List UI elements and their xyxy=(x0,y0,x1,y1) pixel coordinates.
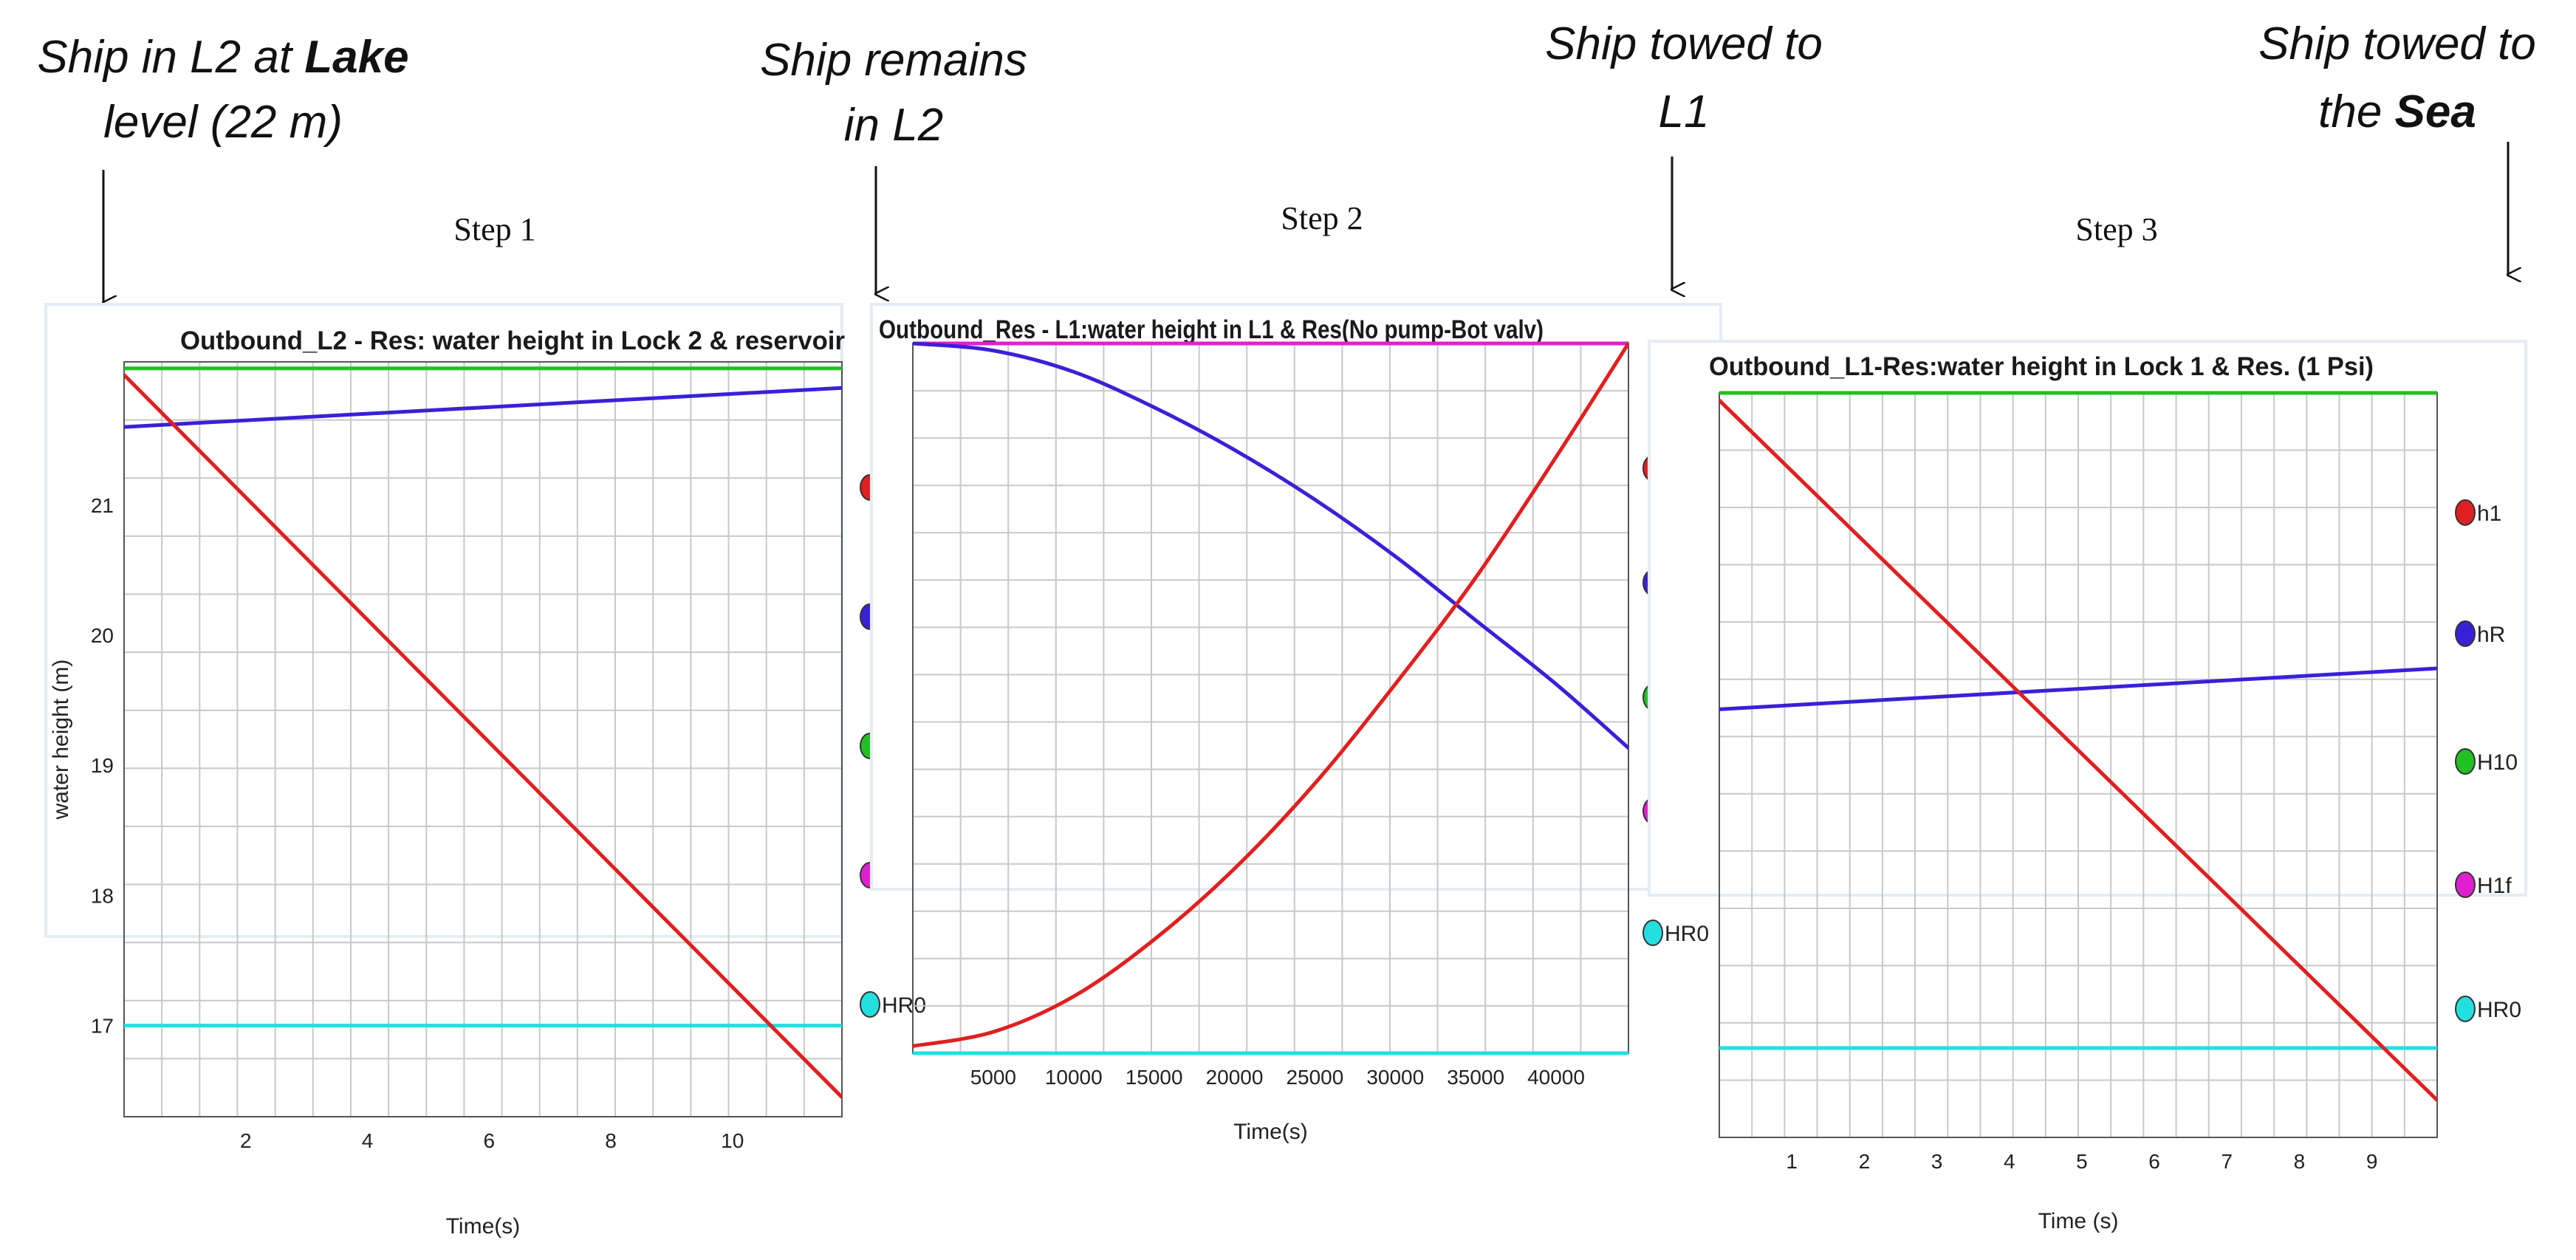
step-1-label: Step 1 xyxy=(453,211,535,247)
x-tick-label: 10 xyxy=(721,1129,744,1152)
x-tick-label: 6 xyxy=(483,1129,495,1152)
x-tick-label: 4 xyxy=(2004,1150,2015,1173)
grid-lines xyxy=(124,362,842,1117)
chart-title: Outbound_Res - L1:water height in L1 & R… xyxy=(879,315,1544,344)
x-tick-label: 8 xyxy=(2294,1150,2306,1173)
annotation-3: Ship towed to L1 xyxy=(1545,18,1823,290)
series-line-hR xyxy=(913,341,1628,750)
x-tick-label: 40000 xyxy=(1527,1066,1585,1089)
chart-step-1: Outbound_L2 - Res: water height in Lock … xyxy=(44,303,926,1239)
y-tick-label: 18 xyxy=(91,884,114,907)
y-tick-label: 21 xyxy=(91,494,114,517)
chart-title: Outbound_L1-Res:water height in Lock 1 &… xyxy=(1709,352,2374,381)
plot-frame xyxy=(123,361,843,1117)
legend-marker-HR0 xyxy=(2455,996,2476,1022)
annotation-2: Ship remains in L2 xyxy=(760,35,1027,294)
x-tick-label: 4 xyxy=(362,1129,374,1152)
series-lines xyxy=(1719,391,2437,1103)
x-tick-label: 3 xyxy=(1931,1150,1943,1173)
annotation-2-line2: in L2 xyxy=(844,100,943,151)
series-line-h1 xyxy=(1719,398,2437,1103)
legend-label-HR0: HR0 xyxy=(2477,998,2521,1022)
y-axis-label: water height (m) xyxy=(49,660,73,821)
annotation-1: Ship in L2 at Lake level (22 m) xyxy=(37,32,409,303)
legend-label-hR: hR xyxy=(2477,623,2505,647)
legend-label-HR0: HR0 xyxy=(1665,922,1709,946)
x-tick-label: 8 xyxy=(605,1129,617,1152)
chart-panel xyxy=(44,303,843,938)
x-tick-label: 20000 xyxy=(1206,1066,1264,1089)
x-tick-label: 35000 xyxy=(1447,1066,1504,1089)
annotation-4-line1: Ship towed to xyxy=(2258,18,2536,69)
legend-marker-H1f xyxy=(2455,872,2476,898)
series-line-h2 xyxy=(124,373,842,1100)
annotation-4: Ship towed to the Sea xyxy=(2258,18,2536,275)
chart-step-3: Outbound_L1-Res:water height in Lock 1 &… xyxy=(1648,340,2527,1233)
legend-marker-HR0 xyxy=(860,991,880,1018)
legend-label-H1f: H1f xyxy=(2477,874,2512,898)
chart-panel xyxy=(870,303,1722,891)
x-tick-label: 30000 xyxy=(1366,1066,1424,1089)
annotation-2-line1: Ship remains xyxy=(760,35,1027,86)
x-tick-label: 10000 xyxy=(1045,1066,1103,1089)
x-tick-label: 1 xyxy=(1786,1150,1798,1173)
y-tick-label: 19 xyxy=(91,754,114,777)
series-line-h1 xyxy=(913,341,1628,1048)
annotation-1-line1: Ship in L2 at Lake xyxy=(37,32,408,83)
chart-panel xyxy=(1648,340,2527,897)
x-axis-label: Time(s) xyxy=(446,1214,521,1239)
legend-marker-HR0 xyxy=(1642,920,1663,946)
x-tick-label: 2 xyxy=(240,1129,252,1152)
legend-marker-H10 xyxy=(2455,748,2476,775)
x-tick-label: 7 xyxy=(2221,1150,2233,1173)
legend-label-h1: h1 xyxy=(2477,501,2501,526)
x-tick-label: 5 xyxy=(2076,1150,2088,1173)
x-tick-label: 6 xyxy=(2148,1150,2160,1173)
x-tick-label: 2 xyxy=(1859,1150,1871,1173)
x-tick-label: 5000 xyxy=(970,1066,1016,1089)
series-lines xyxy=(124,366,842,1100)
grid-lines xyxy=(1719,393,2437,1137)
step-3-label: Step 3 xyxy=(2075,211,2157,247)
legend-label-H10: H10 xyxy=(2477,750,2518,775)
y-tick-label: 20 xyxy=(91,624,114,647)
annotation-3-line2: L1 xyxy=(1659,86,1710,137)
grid-lines xyxy=(913,343,1628,1053)
chart-title: Outbound_L2 - Res: water height in Lock … xyxy=(180,326,845,355)
x-axis-label: Time (s) xyxy=(2038,1209,2119,1233)
legend-marker-hR xyxy=(2455,620,2476,647)
series-line-hR xyxy=(1719,666,2437,711)
x-tick-label: 9 xyxy=(2366,1150,2378,1173)
annotation-1-line2: level (22 m) xyxy=(103,97,343,148)
annotation-4-line2: the Sea xyxy=(2318,86,2476,137)
legend: h1 hR H10 H1f HR0 xyxy=(2455,499,2521,1022)
y-tick-label: 17 xyxy=(91,1015,114,1038)
x-tick-label: 25000 xyxy=(1286,1066,1343,1089)
x-tick-label: 15000 xyxy=(1126,1066,1183,1089)
annotation-3-line1: Ship towed to xyxy=(1545,18,1823,69)
series-line-hR xyxy=(124,386,842,429)
step-2-label: Step 2 xyxy=(1281,200,1363,236)
x-axis-label: Time(s) xyxy=(1233,1120,1308,1144)
legend-marker-h1 xyxy=(2455,499,2476,526)
series-lines xyxy=(913,341,1628,1055)
chart-step-2: Outbound_Res - L1:water height in L1 & R… xyxy=(870,303,1722,1144)
